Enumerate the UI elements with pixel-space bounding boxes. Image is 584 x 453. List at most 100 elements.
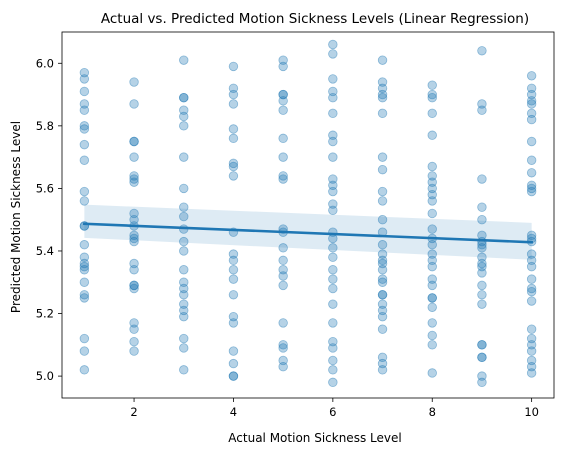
data-point-220 (526, 83, 537, 94)
data-point-242 (526, 324, 537, 334)
data-point-16 (79, 261, 90, 272)
data-point-108 (278, 318, 288, 328)
data-point-43 (129, 318, 139, 328)
data-point-24 (129, 77, 139, 87)
data-point-158 (377, 274, 388, 284)
data-point-183 (427, 240, 437, 250)
data-point-170 (427, 89, 437, 100)
data-point-199 (477, 174, 487, 184)
data-point-149 (377, 186, 388, 197)
data-point-208 (477, 261, 487, 272)
data-point-240 (526, 286, 537, 297)
data-point-237 (526, 261, 537, 272)
data-point-190 (427, 293, 437, 303)
data-point-18 (79, 277, 90, 287)
data-point-115 (328, 74, 338, 84)
data-point-248 (526, 368, 537, 378)
data-point-193 (427, 330, 437, 341)
data-point-191 (427, 302, 437, 312)
data-point-139 (328, 365, 338, 375)
data-point-163 (377, 305, 388, 316)
data-point-205 (477, 243, 487, 253)
data-point-105 (278, 265, 288, 275)
data-point-144 (377, 89, 388, 100)
data-point-63 (179, 290, 189, 300)
data-point-130 (328, 252, 338, 262)
data-point-243 (526, 333, 537, 344)
data-point-103 (278, 243, 288, 253)
data-point-52 (179, 121, 189, 131)
data-point-64 (179, 299, 189, 309)
data-point-31 (129, 177, 139, 187)
data-point-29 (129, 171, 139, 181)
data-point-189 (427, 293, 437, 303)
data-point-7 (79, 139, 90, 150)
data-point-187 (427, 274, 437, 284)
data-point-176 (427, 177, 437, 187)
data-point-50 (179, 105, 189, 115)
data-point-55 (179, 202, 189, 212)
data-point-174 (427, 161, 437, 172)
data-point-244 (526, 340, 537, 350)
regression-line (83, 222, 533, 244)
data-point-89 (228, 371, 239, 381)
data-point-161 (377, 290, 388, 300)
data-point-165 (377, 324, 388, 334)
data-point-35 (129, 230, 139, 241)
data-point-195 (427, 368, 437, 378)
data-point-22 (79, 346, 90, 356)
data-point-56 (179, 211, 189, 222)
data-point-97 (278, 133, 288, 144)
y-tick-label-5: 5.0 (36, 369, 54, 383)
data-point-87 (228, 346, 239, 356)
data-point-145 (377, 92, 388, 103)
data-point-107 (278, 280, 288, 291)
data-point-194 (427, 340, 437, 350)
data-point-179 (427, 196, 437, 206)
data-point-45 (129, 336, 139, 347)
data-point-181 (427, 224, 437, 234)
data-point-143 (377, 83, 388, 94)
data-point-120 (328, 136, 338, 147)
data-point-47 (179, 55, 189, 65)
data-point-83 (228, 274, 239, 284)
data-point-119 (328, 130, 338, 140)
data-point-99 (278, 171, 288, 181)
data-point-238 (526, 274, 537, 284)
y-tick-label-5.6: 5.6 (36, 181, 54, 195)
data-point-3 (79, 99, 90, 109)
data-point-121 (328, 152, 338, 162)
data-point-247 (526, 362, 537, 372)
data-point-80 (228, 249, 239, 259)
data-point-126 (328, 205, 338, 216)
y-axis-label: Predicted Motion Sickness Level (9, 121, 23, 313)
data-point-132 (328, 274, 338, 284)
data-point-160 (377, 290, 388, 300)
data-point-229 (526, 180, 537, 190)
data-point-44 (129, 324, 139, 334)
data-point-100 (278, 174, 288, 184)
plot-area: 2 4 6 8 10 5.0 5.2 5.4 5.6 5.8 6.0 (36, 31, 555, 419)
data-point-113 (328, 39, 338, 50)
data-point-185 (427, 255, 437, 266)
data-point-30 (129, 174, 139, 184)
data-point-49 (179, 92, 189, 103)
data-point-210 (477, 280, 487, 291)
data-point-27 (129, 136, 139, 147)
data-point-172 (427, 108, 437, 119)
data-point-14 (79, 252, 90, 262)
data-point-206 (477, 252, 487, 262)
data-point-140 (328, 377, 338, 388)
data-point-186 (427, 261, 437, 272)
data-point-21 (79, 333, 90, 344)
data-point-60 (179, 265, 189, 275)
data-point-13 (79, 240, 90, 250)
data-point-207 (477, 258, 487, 269)
data-point-138 (328, 355, 338, 366)
data-point-171 (427, 92, 437, 103)
data-point-235 (526, 249, 537, 259)
data-point-26 (129, 136, 139, 147)
data-point-82 (228, 265, 239, 275)
x-axis-label: Actual Motion Sickness Level (228, 431, 401, 445)
